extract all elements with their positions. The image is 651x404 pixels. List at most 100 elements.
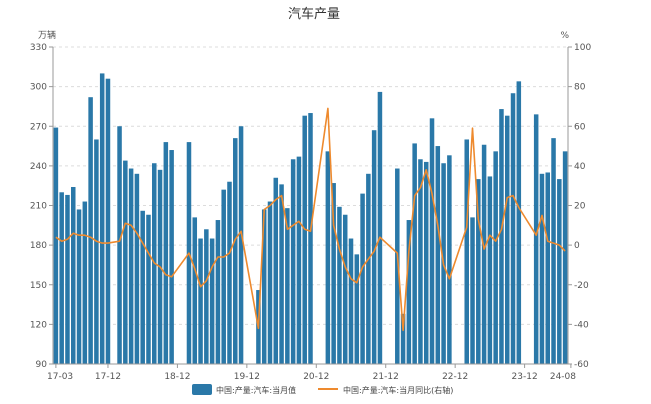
bar <box>308 113 313 365</box>
bar <box>134 173 140 364</box>
bar <box>342 214 348 364</box>
bar <box>198 238 203 364</box>
right-tick-label: -20 <box>574 281 589 291</box>
bar <box>516 81 522 364</box>
x-tick-label: 17-12 <box>95 372 121 382</box>
bar <box>423 161 429 364</box>
bar <box>418 159 423 364</box>
bar <box>487 176 493 364</box>
bar <box>227 181 232 364</box>
bar <box>337 206 342 364</box>
bar <box>215 220 221 364</box>
bar <box>209 238 215 364</box>
legend-line-label: 中国:产量:汽车:当月同比(右轴) <box>343 385 453 395</box>
left-axis-unit: 万辆 <box>38 29 56 41</box>
right-tick-label: -40 <box>574 320 589 330</box>
bar <box>117 126 122 364</box>
right-axis-unit: % <box>560 31 569 41</box>
bar <box>233 138 238 364</box>
x-tick-label: 21-12 <box>373 372 399 382</box>
left-tick-label: 210 <box>30 202 47 212</box>
bar <box>59 192 64 364</box>
axes: 90 120 150 180 210 240 270 300 330 -60 -40 -20 0 20 40… <box>30 43 592 382</box>
bar <box>296 156 302 364</box>
x-tick-label: 22-12 <box>442 372 468 382</box>
legend-bar-label: 中国:产量:汽车:当月值 <box>216 385 296 395</box>
bar <box>285 208 290 364</box>
bar <box>476 179 481 364</box>
bar <box>348 238 354 364</box>
bar <box>273 177 279 364</box>
bar <box>105 78 111 364</box>
x-tick-label: 18-12 <box>164 372 190 382</box>
bar <box>481 144 487 364</box>
bar <box>88 97 93 365</box>
bar <box>221 189 226 364</box>
left-tick-label: 90 <box>36 360 48 370</box>
bar <box>204 229 209 364</box>
legend-bar-swatch <box>192 384 212 395</box>
bar <box>290 159 296 364</box>
bar <box>331 183 336 364</box>
bar <box>406 220 412 364</box>
bar <box>238 126 244 364</box>
bar <box>435 146 441 364</box>
bar <box>360 193 365 364</box>
bar <box>65 194 70 364</box>
bar <box>533 114 539 364</box>
left-tick-label: 270 <box>30 122 47 132</box>
bar <box>94 139 99 364</box>
bar <box>99 73 105 365</box>
bar <box>325 151 331 364</box>
x-tick-label: 20-12 <box>303 372 329 382</box>
x-tick-label: 24-08 <box>550 372 576 382</box>
yoy-line <box>55 107 566 332</box>
bar <box>192 217 198 364</box>
bar <box>366 173 371 364</box>
left-tick-label: 180 <box>30 241 47 251</box>
right-tick-label: 40 <box>574 162 586 172</box>
bar <box>261 209 267 364</box>
left-tick-label: 300 <box>30 83 47 93</box>
right-tick-label: 100 <box>574 43 591 53</box>
legend: 中国:产量:汽车:当月值 中国:产量:汽车:当月同比(右轴) <box>192 384 453 395</box>
left-tick-label: 240 <box>30 162 47 172</box>
right-tick-label: 60 <box>574 122 586 132</box>
left-tick-label: 120 <box>30 320 47 330</box>
bar <box>395 168 400 364</box>
bar <box>539 173 545 364</box>
bar <box>412 143 417 364</box>
bar <box>267 201 273 364</box>
bar <box>53 127 59 364</box>
bar <box>279 184 284 364</box>
bar <box>504 115 510 364</box>
bar <box>499 109 504 365</box>
bar <box>551 138 556 364</box>
right-tick-label: -60 <box>574 360 589 370</box>
bar <box>169 150 174 364</box>
bar <box>163 142 169 364</box>
bar <box>562 151 568 364</box>
right-tick-label: 80 <box>574 83 586 93</box>
x-tick-label: 19-12 <box>234 372 260 382</box>
left-tick-label: 150 <box>30 281 47 291</box>
bar <box>464 139 469 364</box>
bar <box>510 93 516 365</box>
left-tick-label: 330 <box>30 43 47 53</box>
bar <box>123 160 128 364</box>
bar-series <box>53 73 568 365</box>
bar <box>545 172 551 364</box>
bar <box>354 254 360 364</box>
bar <box>146 214 151 364</box>
bar <box>377 91 383 365</box>
bar <box>493 151 498 364</box>
bar <box>82 201 88 364</box>
bar <box>447 155 452 364</box>
bar <box>140 210 145 364</box>
bar <box>557 179 562 364</box>
chart-title: 汽车产量 <box>288 6 340 22</box>
right-tick-label: 0 <box>574 241 580 251</box>
line-series <box>55 107 566 332</box>
bar <box>76 209 82 364</box>
